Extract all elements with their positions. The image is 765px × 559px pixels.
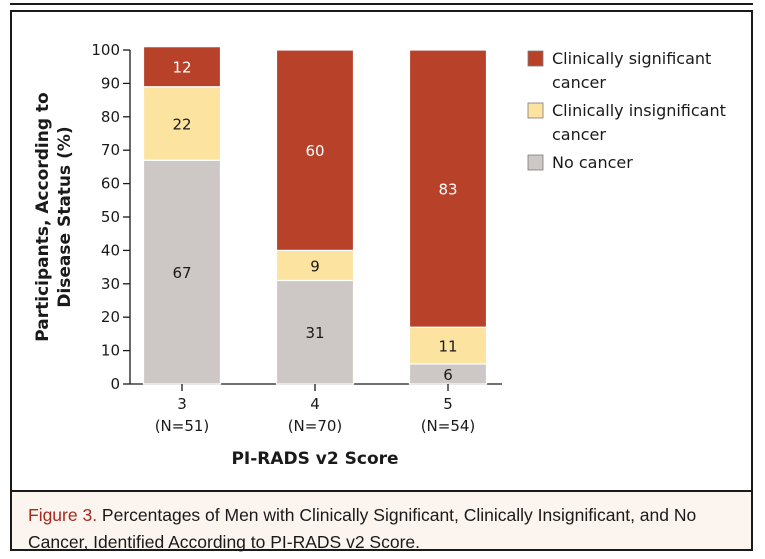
legend-label-line2: cancer: [552, 73, 606, 92]
top-rule: [10, 3, 753, 5]
chart-area: 0 10 20 30 40 50 60 70 80 90 100 Participants, Acco…: [12, 12, 751, 490]
y-tick-label: 30: [101, 275, 120, 293]
bar-segment: [408, 326, 488, 365]
bar-segment: [408, 49, 488, 328]
stacked-bar-chart: 0 10 20 30 40 50 60 70 80 90 100 Participants, Acco…: [33, 41, 726, 469]
x-category-label: 3: [177, 395, 187, 413]
bar-data-label: 11: [438, 338, 457, 356]
bar-segment: [275, 249, 355, 282]
y-tick-label: 20: [101, 308, 120, 326]
y-tick-label: 80: [101, 108, 120, 126]
x-category-sublabel: (N=54): [421, 417, 476, 435]
x-axis-label: PI-RADS v2 Score: [231, 449, 398, 469]
y-tick-label: 90: [101, 74, 120, 92]
x-category-label: 4: [310, 395, 320, 413]
legend-label-line1: Clinically insignificant: [552, 101, 726, 120]
legend-label-line1: No cancer: [552, 153, 633, 172]
bar-data-label: 83: [438, 181, 457, 199]
y-tick-label: 10: [101, 342, 120, 360]
bar-segment: [275, 279, 355, 385]
bar-segment: [142, 159, 222, 385]
legend-swatch: [527, 102, 544, 119]
bar-data-label: 9: [310, 257, 320, 275]
x-category-sublabel: (N=70): [288, 417, 343, 435]
legend-swatch: [527, 50, 544, 67]
figure-caption: Figure 3. Percentages of Men with Clinic…: [12, 490, 751, 552]
y-tick-label: 70: [101, 141, 120, 159]
bar-data-label: 31: [305, 324, 324, 342]
bar-data-label: 6: [443, 366, 453, 384]
y-tick-label: 50: [101, 208, 120, 226]
y-tick-label: 100: [91, 41, 120, 59]
y-tick-label: 40: [101, 241, 120, 259]
bar-data-label: 12: [172, 59, 191, 77]
bar-segment: [275, 49, 355, 251]
bar-data-label: 60: [305, 142, 324, 160]
x-category-sublabel: (N=51): [155, 417, 210, 435]
figure-frame: 0 10 20 30 40 50 60 70 80 90 100 Participants, Acco…: [10, 10, 753, 552]
legend-label-line2: cancer: [552, 125, 606, 144]
y-tick-label: 60: [101, 175, 120, 193]
bar-segment: [142, 46, 222, 88]
legend-label-line1: Clinically significant: [552, 49, 711, 68]
y-tick-label: 0: [110, 375, 120, 393]
caption-figure-label: Figure 3.: [28, 505, 98, 525]
y-axis-label-line2: Disease Status (%): [55, 126, 75, 307]
caption-text: Percentages of Men with Clinically Signi…: [28, 505, 697, 552]
x-category-label: 5: [443, 395, 453, 413]
bar-segment: [142, 86, 222, 161]
bar-data-label: 67: [172, 264, 191, 282]
legend-swatch: [527, 154, 544, 171]
y-axis-label-line1: Participants, According to: [33, 92, 53, 341]
bar-data-label: 22: [172, 115, 191, 133]
